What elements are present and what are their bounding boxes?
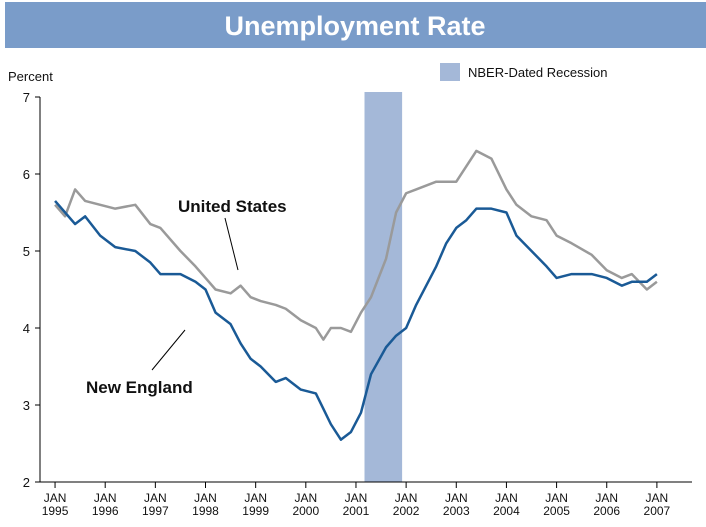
y-tick-label: 5 <box>23 244 30 259</box>
series-annotation: United States <box>178 197 287 216</box>
series-line <box>54 149 658 341</box>
x-tick-label: JAN 2002 <box>393 491 420 518</box>
legend-swatch <box>440 63 460 81</box>
y-tick-label: 6 <box>23 167 30 182</box>
x-tick-label: JAN 1997 <box>142 491 169 518</box>
y-tick-label: 7 <box>23 90 30 105</box>
legend-label: NBER-Dated Recession <box>468 65 607 80</box>
x-tick-label: JAN 2000 <box>292 491 319 518</box>
annotation-pointer <box>151 329 186 371</box>
series-line <box>54 200 658 441</box>
x-tick-label: JAN 2004 <box>493 491 520 518</box>
title-bar <box>5 2 706 48</box>
y-tick-label: 4 <box>23 321 30 336</box>
annotation-pointer <box>224 217 239 271</box>
recession-band <box>364 92 403 482</box>
series-annotation: New England <box>86 378 193 397</box>
y-tick-label: 3 <box>23 398 30 413</box>
x-tick-label: JAN 2006 <box>593 491 620 518</box>
x-tick-label: JAN 1995 <box>42 491 69 518</box>
x-tick-label: JAN 2007 <box>644 491 671 518</box>
chart-title: Unemployment Rate <box>224 11 485 41</box>
x-tick-label: JAN 1996 <box>92 491 119 518</box>
x-tick-label: JAN 2001 <box>343 491 370 518</box>
x-tick-label: JAN 2003 <box>443 491 470 518</box>
y-axis-label: Percent <box>8 69 53 84</box>
y-tick-label: 2 <box>23 475 30 490</box>
x-tick-label: JAN 1998 <box>192 491 219 518</box>
x-tick-label: JAN 2005 <box>543 491 570 518</box>
x-tick-label: JAN 1999 <box>242 491 269 518</box>
